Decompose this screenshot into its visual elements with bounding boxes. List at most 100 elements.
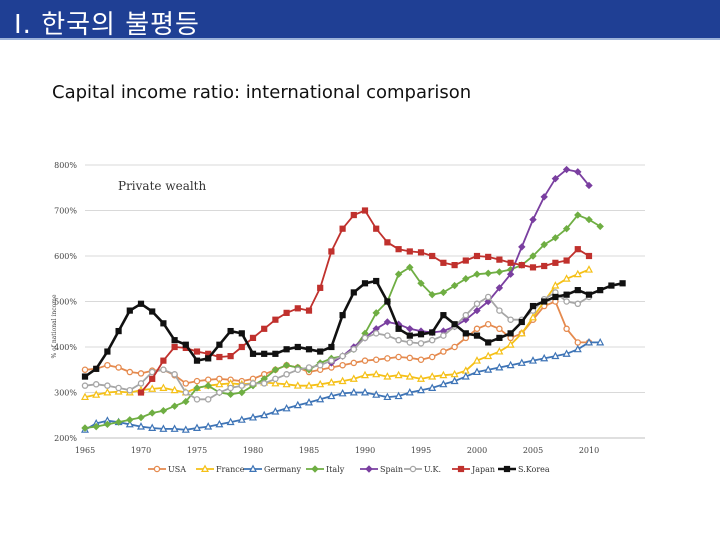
- data-point-u-k: [339, 352, 346, 360]
- data-point-s-korea: [597, 287, 604, 294]
- data-point-germany: [271, 407, 280, 415]
- data-point-u-k: [272, 375, 279, 383]
- data-point-italy: [92, 422, 100, 431]
- data-point-germany: [215, 419, 224, 428]
- data-point-s-korea: [193, 357, 201, 364]
- data-point-japan: [518, 262, 525, 269]
- legend-marker-germany: [248, 464, 258, 472]
- data-point-italy: [551, 234, 560, 242]
- data-point-s-korea: [496, 334, 503, 341]
- data-point-usa: [104, 361, 111, 369]
- data-point-japan: [473, 252, 481, 260]
- legend-label-s-korea: S.Korea: [518, 465, 550, 474]
- data-point-usa: [428, 353, 436, 361]
- data-point-s-korea: [608, 282, 615, 289]
- data-point-s-korea: [473, 332, 481, 339]
- data-point-france: [80, 392, 90, 401]
- data-point-s-korea: [216, 341, 223, 348]
- data-point-germany: [562, 349, 571, 357]
- data-point-usa: [339, 361, 346, 369]
- data-point-spain: [529, 215, 537, 224]
- data-point-germany: [260, 410, 269, 419]
- data-point-s-korea: [507, 330, 514, 337]
- data-point-italy: [103, 420, 112, 429]
- data-point-italy: [148, 409, 156, 417]
- data-point-germany: [517, 358, 526, 366]
- data-point-u-k: [574, 300, 582, 308]
- chart-title: Capital income ratio: international comp…: [52, 82, 472, 103]
- data-point-spain: [473, 306, 481, 315]
- data-point-u-k: [417, 340, 425, 347]
- data-point-u-k: [204, 396, 212, 403]
- data-point-u-k: [473, 300, 481, 308]
- data-point-germany: [316, 394, 325, 403]
- data-point-germany: [551, 351, 560, 360]
- data-point-japan: [440, 259, 447, 266]
- data-point-u-k: [316, 361, 324, 369]
- data-point-s-korea: [305, 346, 313, 353]
- data-point-france: [293, 381, 302, 389]
- data-point-germany: [584, 337, 594, 346]
- data-point-france: [416, 374, 426, 382]
- data-point-france: [573, 269, 582, 278]
- data-point-spain: [540, 193, 548, 201]
- data-point-spain: [518, 243, 526, 251]
- legend-marker-italy: [311, 465, 319, 473]
- y-axis-label: % of national income: [51, 294, 58, 358]
- data-point-germany: [450, 376, 459, 385]
- data-point-germany: [540, 353, 549, 362]
- data-point-u-k: [216, 389, 223, 396]
- data-point-japan: [541, 262, 548, 270]
- data-point-japan: [249, 334, 257, 341]
- data-point-germany: [159, 424, 168, 432]
- data-point-s-korea: [406, 332, 413, 339]
- data-point-u-k: [171, 371, 178, 378]
- data-point-s-korea: [440, 312, 447, 319]
- data-point-italy: [428, 290, 436, 299]
- data-point-germany: [304, 398, 314, 406]
- data-point-france: [372, 369, 381, 378]
- data-point-s-korea: [93, 365, 100, 372]
- data-point-u-k: [361, 334, 369, 342]
- data-point-italy: [406, 263, 414, 272]
- data-point-germany: [192, 423, 202, 431]
- data-point-u-k: [238, 382, 246, 389]
- data-point-s-korea: [182, 341, 189, 348]
- data-point-spain: [383, 318, 392, 326]
- data-point-s-korea: [384, 298, 391, 305]
- legend-marker-france: [200, 464, 210, 472]
- data-point-italy: [417, 279, 425, 288]
- data-point-u-k: [283, 371, 290, 378]
- data-point-s-korea: [350, 289, 357, 296]
- data-point-usa: [137, 370, 145, 377]
- data-point-italy: [585, 215, 593, 224]
- data-point-s-korea: [462, 330, 469, 337]
- data-point-japan: [406, 248, 413, 255]
- data-point-japan: [193, 348, 201, 355]
- data-point-usa: [563, 325, 570, 333]
- data-point-u-k: [563, 298, 570, 305]
- x-tick-label: 1970: [131, 446, 151, 455]
- data-point-japan: [361, 207, 369, 214]
- title-divider: [0, 38, 720, 40]
- data-point-italy: [271, 366, 280, 374]
- data-point-italy: [182, 397, 190, 406]
- data-point-u-k: [350, 346, 358, 353]
- data-point-u-k: [160, 366, 167, 373]
- data-point-usa: [81, 366, 89, 373]
- x-tick-label: 1990: [355, 446, 375, 455]
- slide-title-bar: Ⅰ. 한국의 불평등: [0, 0, 720, 40]
- data-point-germany: [596, 337, 605, 346]
- data-point-japan: [317, 284, 324, 291]
- data-point-u-k: [260, 380, 268, 387]
- data-point-s-korea: [529, 302, 537, 310]
- data-point-germany: [327, 391, 336, 400]
- data-point-japan: [563, 257, 570, 264]
- data-point-u-k: [305, 364, 313, 371]
- x-tick-label: 2000: [467, 446, 487, 455]
- x-tick-label: 1965: [75, 446, 95, 455]
- data-point-italy: [372, 309, 380, 317]
- data-point-france: [282, 379, 291, 388]
- data-point-s-korea: [518, 318, 525, 326]
- x-tick-label: 1995: [411, 446, 431, 455]
